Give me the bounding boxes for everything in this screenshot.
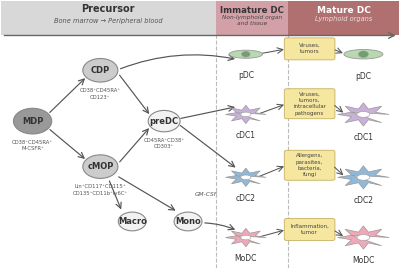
Text: MoDC: MoDC	[235, 254, 257, 263]
Text: CDP: CDP	[91, 66, 110, 75]
Text: pDC: pDC	[356, 72, 372, 82]
Text: preDC: preDC	[150, 117, 179, 126]
Ellipse shape	[357, 235, 370, 240]
FancyBboxPatch shape	[284, 218, 335, 240]
Text: Viruses,
tumors,
intracellular
pathogens: Viruses, tumors, intracellular pathogens	[293, 92, 326, 115]
Text: Mono: Mono	[175, 217, 201, 226]
Polygon shape	[338, 103, 389, 126]
Polygon shape	[226, 228, 266, 247]
Circle shape	[358, 51, 368, 58]
FancyBboxPatch shape	[288, 1, 399, 36]
Polygon shape	[338, 226, 389, 249]
Text: cMOP: cMOP	[87, 162, 114, 171]
Text: MoDC: MoDC	[352, 256, 375, 265]
Text: CD38⁺CD45RA⁺
M-CSFR⁺: CD38⁺CD45RA⁺ M-CSFR⁺	[12, 140, 53, 151]
Circle shape	[83, 155, 118, 178]
Ellipse shape	[344, 49, 383, 59]
Text: Inflammation,
tumor: Inflammation, tumor	[290, 224, 329, 235]
Text: Lin⁺CD117⁺CD115⁺
CD135⁺CD11b⁺ly6C⁺: Lin⁺CD117⁺CD115⁺ CD135⁺CD11b⁺ly6C⁺	[73, 184, 128, 196]
Ellipse shape	[241, 175, 251, 180]
FancyBboxPatch shape	[284, 89, 335, 119]
Text: pDC: pDC	[238, 71, 254, 80]
Text: Mature DC: Mature DC	[316, 6, 370, 15]
Ellipse shape	[229, 50, 262, 58]
Circle shape	[242, 51, 250, 57]
Ellipse shape	[357, 112, 370, 117]
Circle shape	[148, 110, 180, 132]
Polygon shape	[226, 105, 266, 124]
FancyBboxPatch shape	[216, 1, 288, 36]
Circle shape	[83, 58, 118, 82]
Text: Viruses,
tumors: Viruses, tumors	[299, 43, 320, 54]
Ellipse shape	[241, 235, 251, 240]
Text: GM-CSF: GM-CSF	[194, 192, 218, 197]
Text: cDC1: cDC1	[236, 131, 256, 140]
Text: Bone marrow → Peripheral blood: Bone marrow → Peripheral blood	[54, 18, 163, 24]
Polygon shape	[226, 168, 266, 186]
Circle shape	[174, 212, 202, 231]
Circle shape	[14, 108, 52, 134]
Ellipse shape	[357, 174, 370, 180]
Text: Immature DC: Immature DC	[220, 6, 284, 15]
Ellipse shape	[241, 112, 251, 117]
Text: CD45RA⁺CD38⁺
CD303⁺: CD45RA⁺CD38⁺ CD303⁺	[144, 138, 185, 149]
Text: cDC2: cDC2	[236, 194, 256, 203]
Circle shape	[118, 212, 146, 231]
Text: MDP: MDP	[22, 117, 43, 126]
Text: Non-lymphoid organ
and tissue: Non-lymphoid organ and tissue	[222, 15, 282, 26]
Text: cDC2: cDC2	[354, 196, 374, 204]
Text: Macro: Macro	[118, 217, 147, 226]
FancyBboxPatch shape	[1, 1, 216, 36]
Text: CD38⁺CD45RA⁺
CD123⁺: CD38⁺CD45RA⁺ CD123⁺	[80, 88, 121, 100]
Polygon shape	[338, 166, 389, 189]
Text: Precursor: Precursor	[82, 4, 135, 14]
Text: Lymphoid organs: Lymphoid organs	[315, 16, 372, 22]
Text: cDC1: cDC1	[354, 133, 374, 141]
FancyBboxPatch shape	[284, 38, 335, 60]
Text: Allergens,
parasites,
bacteria,
fungi: Allergens, parasites, bacteria, fungi	[296, 154, 323, 177]
FancyBboxPatch shape	[284, 150, 335, 180]
